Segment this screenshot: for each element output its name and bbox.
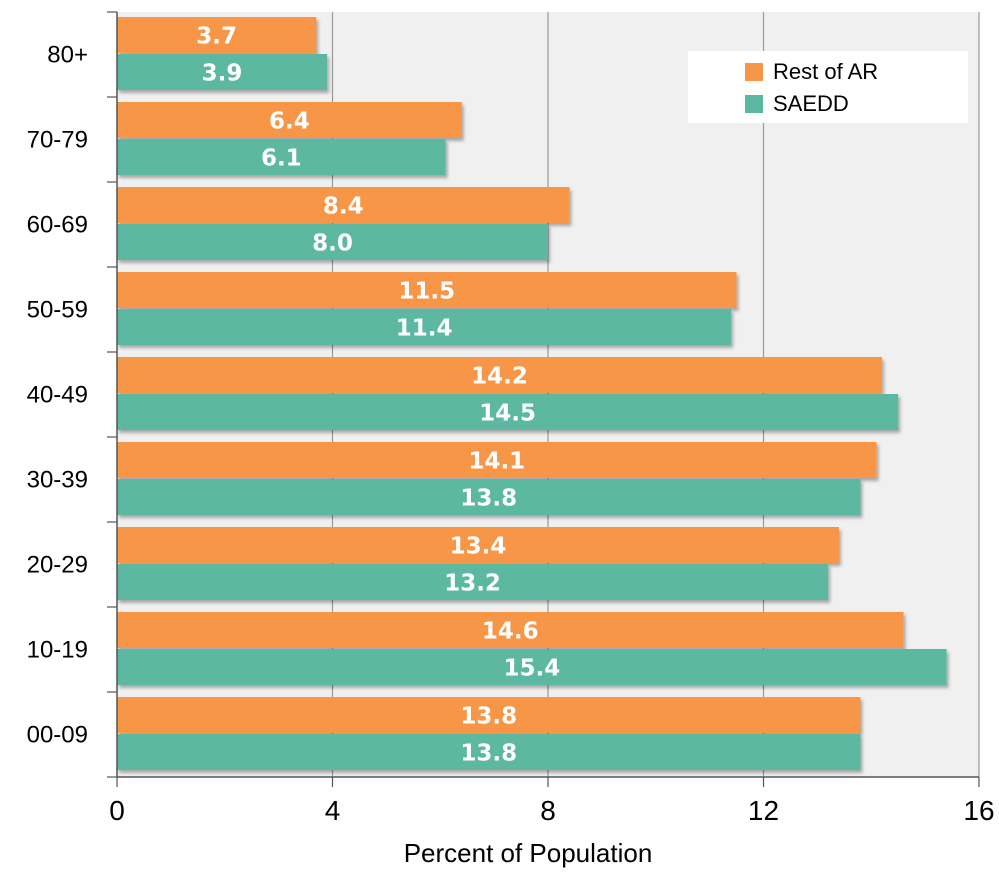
bar-value-label: 15.4 <box>503 656 560 682</box>
bar-rest-of-ar <box>117 272 737 308</box>
y-tick-label: 50-59 <box>27 297 88 324</box>
bar-value-label: 13.8 <box>460 741 517 767</box>
bar-value-label: 13.8 <box>460 704 517 730</box>
x-tick-label: 12 <box>748 795 779 826</box>
bar-value-label: 11.5 <box>398 279 455 305</box>
bar-value-label: 11.4 <box>396 316 453 342</box>
bar-rest-of-ar <box>117 17 317 53</box>
legend-swatch-rest-of-ar <box>745 63 763 81</box>
y-tick-label: 20-29 <box>27 552 88 579</box>
y-tick-label: 10-19 <box>27 637 88 664</box>
bar-saedd <box>117 309 732 345</box>
y-tick-label: 70-79 <box>27 127 88 154</box>
bar-saedd <box>117 394 899 430</box>
bar-saedd <box>117 54 328 90</box>
bar-saedd <box>117 649 947 685</box>
y-tick-label: 30-39 <box>27 467 88 494</box>
bar-value-label: 14.2 <box>471 364 528 390</box>
x-tick-label: 0 <box>109 795 125 826</box>
x-tick-label: 16 <box>963 795 994 826</box>
axes: 0 4 8 12 16 80+ 70-79 60-69 50-59 40-49 30-39 20-29… <box>27 11 995 826</box>
legend-swatch-saedd <box>745 95 763 113</box>
x-tick-label: 8 <box>540 795 556 826</box>
legend-box <box>688 51 968 123</box>
legend: Rest of AR SAEDD <box>688 51 968 123</box>
bar-value-label: 8.0 <box>312 231 353 257</box>
bar-rest-of-ar <box>117 187 570 223</box>
bar-rest-of-ar <box>117 102 462 138</box>
bar-rest-of-ar <box>117 357 883 393</box>
x-axis-title: Percent of Population <box>404 838 653 868</box>
y-tick-label: 80+ <box>47 42 88 69</box>
y-tick-label: 40-49 <box>27 382 88 409</box>
bar-value-label: 13.8 <box>460 486 517 512</box>
bar-value-label: 14.6 <box>482 619 539 645</box>
bar-value-label: 14.1 <box>468 449 525 475</box>
x-tick-label: 4 <box>325 795 341 826</box>
bar-value-label: 14.5 <box>479 401 536 427</box>
bar-value-label: 6.4 <box>269 109 310 135</box>
y-tick-label: 00-09 <box>27 722 88 749</box>
bar-saedd <box>117 224 548 260</box>
legend-label-saedd: SAEDD <box>773 91 849 116</box>
bars: 3.7 3.9 6.4 6.1 8.4 8.0 11.5 11.4 14.2 14.5 14.1 13… <box>117 17 947 770</box>
bar-rest-of-ar <box>117 527 839 563</box>
bar-value-label: 13.2 <box>444 571 501 597</box>
bar-saedd <box>117 479 861 515</box>
y-tick-label: 60-69 <box>27 212 88 239</box>
bar-value-label: 3.9 <box>202 61 243 87</box>
legend-label-rest-of-ar: Rest of AR <box>773 59 878 84</box>
bar-value-label: 3.7 <box>196 24 237 50</box>
bar-rest-of-ar <box>117 612 904 648</box>
bar-rest-of-ar <box>117 697 861 733</box>
bar-value-label: 6.1 <box>261 146 302 172</box>
bar-saedd <box>117 734 861 770</box>
bar-value-label: 13.4 <box>450 534 507 560</box>
bar-saedd <box>117 139 446 175</box>
bar-value-label: 8.4 <box>323 194 364 220</box>
bar-saedd <box>117 564 829 600</box>
bar-rest-of-ar <box>117 442 877 478</box>
